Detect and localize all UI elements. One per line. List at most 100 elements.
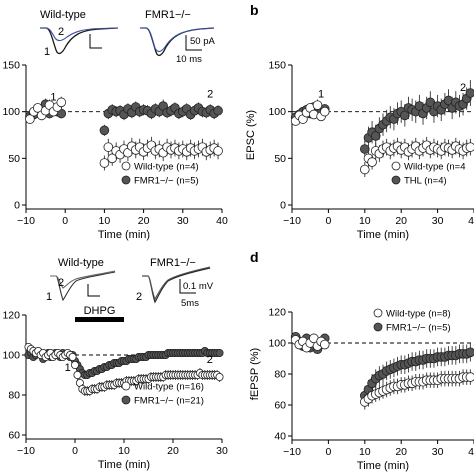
trace-insets: Wild-type FMR1−/− 12 50 pA 10 ms [40, 9, 215, 65]
data-point [465, 347, 474, 358]
scale-bar [179, 279, 196, 294]
panel-2: b 0 50 100 150 −10 0 10 20 30 40 Time (min) EPSC (%)… [245, 2, 474, 241]
scale-bar-label: 10 ms [176, 54, 202, 65]
annotation-1: 1 [65, 362, 71, 374]
y-tick-label: 50 [274, 153, 286, 165]
series-2 [24, 342, 224, 396]
legend-marker [373, 308, 383, 318]
legend-label: FMR1−/− (n=21) [134, 396, 204, 407]
data-point [367, 157, 377, 167]
x-tick-label: 0 [62, 215, 68, 227]
x-tick-label: 20 [395, 446, 407, 458]
data-point [99, 125, 110, 136]
data-point [56, 97, 67, 108]
legend-label: THL (n=4) [404, 176, 447, 187]
annotation-2: 2 [207, 354, 213, 366]
panel-4: d 40 60 80 100 120 −10 0 10 20 30 40 Time (min) fEPSP… [249, 249, 474, 472]
y-tick-label: 0 [14, 200, 20, 212]
x-tick-label: 10 [359, 215, 371, 227]
y-tick-label: 150 [268, 60, 286, 72]
y-tick-label: 40 [274, 431, 286, 443]
trace-annotation: 1 [46, 291, 52, 303]
drug-label: DHPG [84, 305, 116, 317]
data-point [319, 339, 330, 350]
data-point [465, 372, 474, 382]
x-tick-label: 10 [118, 445, 130, 457]
legend-label: Wild-type (n=16) [134, 382, 204, 393]
trace-label-wild-type: Wild-type [40, 9, 86, 21]
y-tick-label: 100 [268, 106, 286, 118]
legend: Wild-type (n=4) FMR1−/− (n=5) [121, 161, 199, 187]
trace-line [50, 271, 116, 302]
x-tick-label: 10 [359, 446, 371, 458]
data-point [213, 105, 223, 116]
drug-application-bar [75, 317, 124, 322]
scale-bar [87, 284, 100, 297]
x-tick-label: 0 [325, 446, 331, 458]
y-tick-label: 120 [2, 310, 20, 322]
x-tick-label: 30 [432, 446, 444, 458]
legend-marker [121, 161, 131, 171]
scale-bar [185, 35, 202, 51]
data-point [107, 153, 118, 164]
data-point [25, 114, 35, 124]
x-tick-label: 20 [167, 445, 179, 457]
y-tick-label: 60 [274, 400, 286, 412]
y-tick-label: 50 [8, 153, 20, 165]
trace-line [40, 27, 119, 42]
data-point [68, 352, 77, 361]
x-tick-label: 30 [177, 215, 189, 227]
legend: Wild-type (n=8) FMR1−/− (n=5) [373, 308, 451, 334]
trace-annotation: 1 [44, 46, 50, 58]
annotation-1: 1 [318, 89, 324, 101]
y-tick-label: 100 [2, 350, 20, 362]
x-tick-label: 30 [432, 215, 444, 227]
y-tick-label: 100 [2, 106, 20, 118]
trace-line [140, 27, 215, 53]
trace-label-fmr1: FMR1−/− [145, 9, 191, 21]
series-2 [290, 333, 474, 410]
legend-label: FMR1−/− (n=5) [134, 176, 199, 187]
x-tick-label: −10 [17, 215, 35, 227]
series-1 [290, 79, 474, 161]
legend-marker [373, 322, 383, 332]
data-point [71, 360, 80, 369]
data-point [99, 158, 110, 168]
y-tick-label: 150 [2, 60, 20, 72]
annotation-2: 2 [460, 82, 466, 94]
scale-bar-label: 0.1 mV [183, 281, 214, 292]
data-point [215, 348, 224, 357]
y-tick-label: 60 [8, 430, 20, 442]
x-tick-label: 30 [216, 445, 228, 457]
trace-annotation: 2 [58, 277, 64, 289]
annotation-2: 2 [207, 89, 213, 101]
annotation-1: 1 [50, 91, 56, 103]
y-tick-label: 80 [274, 369, 286, 381]
y-axis-label: fEPSP (%) [249, 348, 261, 400]
legend-marker [121, 381, 131, 391]
x-axis-label: Time (min) [98, 459, 150, 471]
legend-label: Wild-type (n=4) [134, 162, 199, 173]
x-tick-label: −10 [283, 446, 301, 458]
series-2 [290, 99, 474, 177]
x-tick-label: 20 [138, 215, 150, 227]
legend-marker [391, 161, 401, 171]
y-tick-label: 100 [268, 338, 286, 350]
data-point [319, 106, 330, 117]
data-point [465, 88, 474, 98]
trace-annotation: 2 [58, 26, 64, 38]
x-tick-label: 0 [72, 445, 78, 457]
data-point [73, 370, 82, 379]
legend-marker [121, 175, 131, 185]
panel-label: d [250, 249, 259, 265]
scale-bar-label: 50 pA [190, 36, 215, 47]
y-tick-label: 120 [268, 307, 286, 319]
x-tick-label: 0 [325, 215, 331, 227]
legend-marker [121, 395, 131, 405]
x-axis-label: Time (min) [98, 229, 150, 241]
